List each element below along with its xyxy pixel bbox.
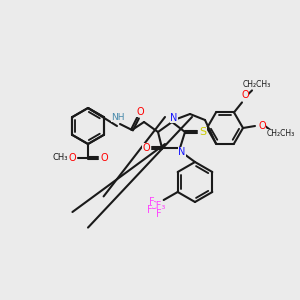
Text: O: O: [100, 153, 108, 163]
Text: S: S: [200, 127, 207, 137]
Text: CH₂CH₃: CH₂CH₃: [243, 80, 271, 89]
Text: NH: NH: [111, 112, 125, 122]
Text: N: N: [170, 113, 178, 123]
Text: CF₃: CF₃: [149, 201, 166, 211]
Text: F: F: [147, 205, 152, 215]
Text: O: O: [68, 153, 76, 163]
Text: O: O: [241, 90, 249, 100]
Text: O: O: [258, 121, 266, 131]
Text: O: O: [142, 143, 150, 153]
Text: F: F: [156, 209, 161, 219]
Text: CH₃: CH₃: [52, 154, 68, 163]
Text: O: O: [136, 107, 144, 117]
Text: CH₂CH₃: CH₂CH₃: [267, 128, 295, 137]
Text: N: N: [178, 147, 186, 157]
Text: F: F: [149, 197, 155, 207]
